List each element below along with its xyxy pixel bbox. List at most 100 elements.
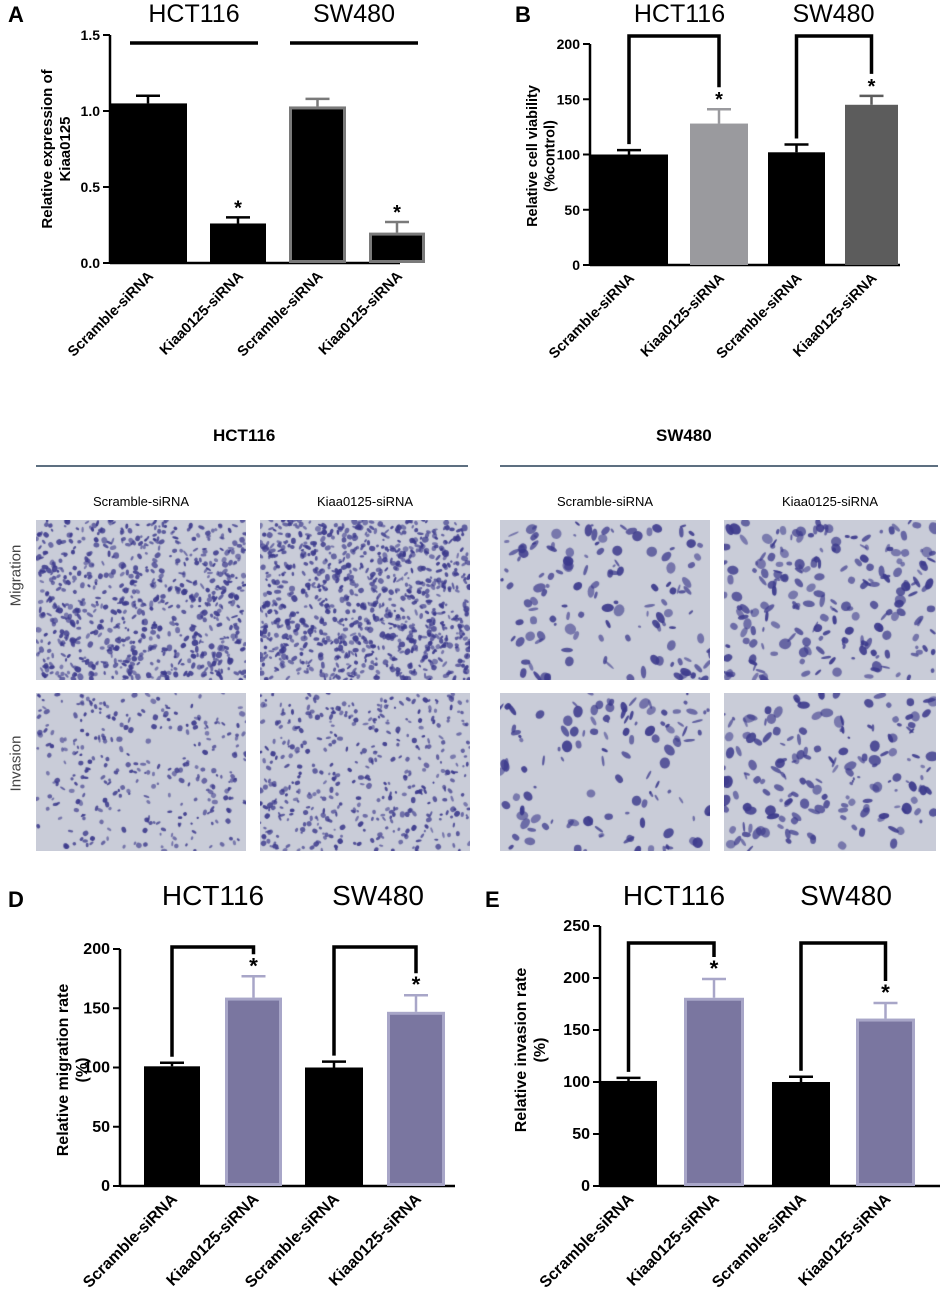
y-tick-label: 100 <box>563 1074 590 1091</box>
y-tick-label: 200 <box>563 970 590 987</box>
significance-marker: * <box>393 202 401 224</box>
x-tick-label: Scramble-siRNA <box>65 268 157 360</box>
bar <box>684 997 744 1187</box>
y-axis-label-line: (%) <box>532 1038 549 1063</box>
micrograph-sw480-kiaa0125-invasion <box>724 693 936 851</box>
y-tick-label: 100 <box>557 147 581 163</box>
significance-marker: * <box>234 197 242 219</box>
micrograph-hct116-kiaa0125-migration <box>260 520 470 680</box>
y-axis-label: Relative migration rate (%) <box>55 984 91 1157</box>
panel-letter: E <box>485 887 500 912</box>
significance-bracket <box>626 941 716 1072</box>
x-tick-label: Kiaa0125-siRNA <box>790 270 880 360</box>
micrograph-hct116-scramble-migration <box>36 520 246 680</box>
y-tick-label: 0.5 <box>81 179 101 195</box>
panel-c-col-label: Kiaa0125-siRNA <box>781 494 879 509</box>
bar <box>590 154 668 265</box>
y-axis-label-line: (%control) <box>543 120 559 192</box>
bar <box>210 223 266 263</box>
bar <box>109 103 187 264</box>
y-axis-label-line: Relative migration rate <box>55 984 72 1157</box>
y-tick-label: 1.0 <box>81 103 101 119</box>
y-tick-label: 150 <box>557 91 581 107</box>
x-tick-label: Kiaa0125-siRNA <box>316 268 406 358</box>
significance-marker: * <box>412 972 421 997</box>
bar <box>305 1067 363 1186</box>
bar <box>772 1082 830 1186</box>
chart-panel-e: E 0 50 100 150 200 250 Relative invasion rate (%… <box>485 880 940 1291</box>
chart-panel-d: D 0 50 100 150 200 Relative migration rate (%) S… <box>8 880 455 1291</box>
bar <box>369 232 425 264</box>
micrograph-hct116-scramble-invasion <box>36 693 246 851</box>
y-tick-label: 1.5 <box>81 27 101 43</box>
panel-c-rule-sw480 <box>500 465 938 467</box>
y-axis-label: Relative expression ofKiaa0125 <box>39 68 74 228</box>
group-label: SW480 <box>800 880 892 911</box>
bar <box>768 152 825 265</box>
x-tick-label: Kiaa0125-siRNA <box>624 1190 723 1289</box>
y-axis-label-line: Kiaa0125 <box>57 116 74 181</box>
y-tick-label: 0.0 <box>81 255 101 271</box>
y-tick-label: 200 <box>83 941 110 958</box>
significance-bracket <box>794 34 874 139</box>
group-label: HCT116 <box>162 880 264 911</box>
bar <box>289 106 346 263</box>
y-axis-label-line: Relative invasion rate <box>513 968 530 1133</box>
x-tick-label: Scramble-siRNA <box>537 1190 638 1291</box>
significance-bracket <box>799 941 888 1071</box>
panel-c-group-hct116: HCT116 <box>213 426 276 445</box>
panel-letter: A <box>8 2 24 27</box>
y-tick-label: 100 <box>83 1060 110 1077</box>
group-label: SW480 <box>313 0 395 28</box>
panel-letter: D <box>8 887 24 912</box>
y-tick-label: 50 <box>92 1119 110 1136</box>
significance-bracket <box>170 945 256 1057</box>
y-axis-label: Relative cell viability (%control) <box>525 85 559 227</box>
y-tick-label: 250 <box>563 918 590 935</box>
micrograph-sw480-scramble-migration <box>500 520 710 680</box>
y-tick-label: 0 <box>581 1178 590 1195</box>
significance-marker: * <box>710 956 719 981</box>
panel-c-col-label: Scramble-siRNA <box>92 494 190 509</box>
significance-marker: * <box>715 89 723 111</box>
y-tick-label: 50 <box>572 1126 590 1143</box>
bar <box>600 1080 657 1186</box>
significance-bracket <box>627 34 721 145</box>
x-tick-label: Scramble-siRNA <box>235 268 327 360</box>
bar <box>856 1018 915 1186</box>
y-axis-label-line: Relative cell viability <box>525 85 541 227</box>
bar <box>225 997 282 1187</box>
panel-letter: B <box>515 2 531 27</box>
x-tick-label: Kiaa0125-siRNA <box>326 1190 425 1289</box>
x-tick-label: Kiaa0125-siRNA <box>157 268 247 358</box>
micrograph-hct116-kiaa0125-invasion <box>260 693 470 851</box>
bar <box>690 123 748 265</box>
bar <box>144 1066 200 1186</box>
micrograph-sw480-kiaa0125-migration <box>724 520 936 680</box>
panel-c-row-label-migration: Migration <box>7 544 25 607</box>
x-tick-label: Scramble-siRNA <box>709 1190 810 1291</box>
chart-panel-b: B 0 50 100 150 200 Relative cell viability (%co… <box>515 0 900 362</box>
panel-c-group-sw480: SW480 <box>656 426 712 445</box>
significance-marker: * <box>868 76 876 98</box>
y-axis-label-line: Relative expression of <box>39 68 56 228</box>
y-tick-label: 150 <box>83 1000 110 1017</box>
y-tick-label: 0 <box>572 257 580 273</box>
y-tick-label: 50 <box>564 202 580 218</box>
y-tick-label: 150 <box>563 1022 590 1039</box>
group-label: HCT116 <box>623 880 725 911</box>
panel-c-rule-hct116 <box>36 465 468 467</box>
panel-c-col-label: Scramble-siRNA <box>556 494 654 509</box>
group-label: HCT116 <box>634 0 725 28</box>
x-tick-label: Scramble-siRNA <box>546 270 638 362</box>
y-tick-label: 0 <box>101 1178 110 1195</box>
y-axis-label-line: (%) <box>74 1058 91 1083</box>
y-tick-label: 200 <box>557 36 581 52</box>
bar <box>387 1011 445 1186</box>
significance-marker: * <box>881 980 890 1005</box>
group-label: SW480 <box>793 0 875 28</box>
x-tick-label: Kiaa0125-siRNA <box>796 1190 895 1289</box>
panel-c-col-label: Kiaa0125-siRNA <box>316 494 414 509</box>
